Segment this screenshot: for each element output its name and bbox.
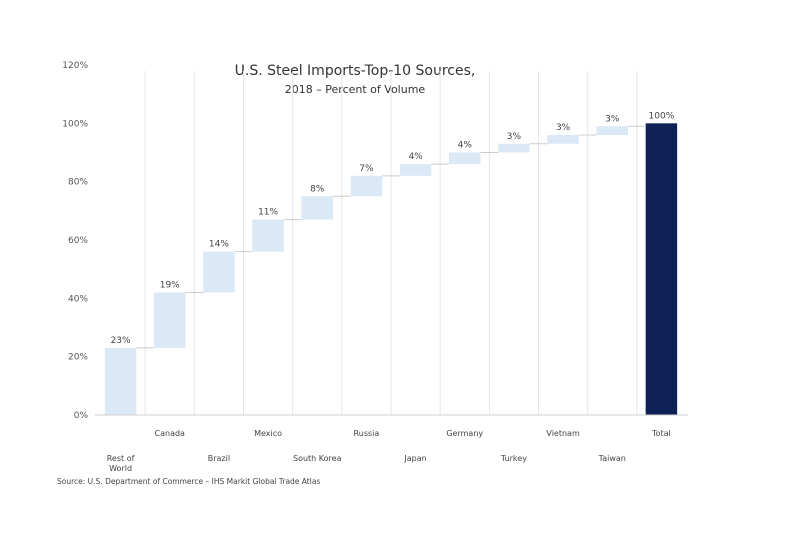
bar-increment [104, 347, 137, 415]
category-label: Mexico [254, 429, 282, 438]
data-labels: 23% 19% 14% 11% 8% 7% 4% 4% 3% 3% 3% 100% [111, 111, 675, 346]
category-label: Taiwan [598, 454, 626, 463]
data-label: 19% [160, 281, 180, 291]
data-label: 3% [507, 132, 522, 142]
grid-layer [144, 71, 638, 415]
bar-increment [301, 196, 333, 220]
bar-increment [350, 175, 383, 197]
y-tick-label: 40% [68, 294, 88, 304]
y-tick-label: 20% [68, 353, 88, 363]
data-label: 23% [111, 336, 131, 346]
category-label: Turkey [500, 454, 527, 463]
data-label: 4% [458, 141, 473, 151]
bar-increment [547, 135, 579, 144]
bar-increment [252, 219, 284, 252]
chart-title: U.S. Steel Imports-Top-10 Sources, [235, 63, 476, 79]
data-label: 4% [408, 152, 423, 162]
bar-increment [596, 126, 628, 135]
data-label: 100% [649, 111, 675, 121]
bar-increment [399, 164, 432, 176]
y-tick-label: 0% [74, 411, 89, 421]
bar-increment [203, 251, 235, 293]
category-label: Canada [155, 429, 186, 438]
y-tick-label: 80% [68, 178, 88, 188]
x-axis: Rest of World Canada Brazil Mexico South Kore… [107, 429, 671, 473]
bars [104, 123, 678, 415]
category-label: Brazil [208, 454, 230, 463]
data-label: 14% [209, 240, 229, 250]
y-tick-label: 120% [62, 61, 88, 71]
category-label: Vietnam [546, 429, 580, 438]
bar-increment [449, 152, 481, 165]
data-label: 3% [556, 123, 571, 133]
bar-increment [498, 143, 530, 153]
category-label: Germany [446, 429, 483, 438]
bar-increment [154, 292, 186, 348]
category-label: Japan [403, 454, 426, 463]
category-label: Rest of World [107, 454, 135, 473]
source-note: Source: U.S. Department of Commerce – IH… [57, 477, 320, 486]
y-tick-label: 100% [62, 119, 88, 129]
category-label: Total [651, 429, 671, 438]
chart-subtitle: 2018 – Percent of Volume [285, 83, 426, 96]
category-label: Russia [354, 429, 380, 438]
y-tick-label: 60% [68, 236, 88, 246]
data-label: 7% [359, 164, 374, 174]
data-label: 3% [605, 114, 620, 124]
data-label: 8% [310, 184, 325, 194]
category-label: South Korea [293, 454, 342, 463]
bar-total [645, 123, 678, 415]
data-label: 11% [258, 208, 278, 218]
y-axis: 0% 20% 40% 60% 80% 100% 120% [62, 61, 88, 421]
